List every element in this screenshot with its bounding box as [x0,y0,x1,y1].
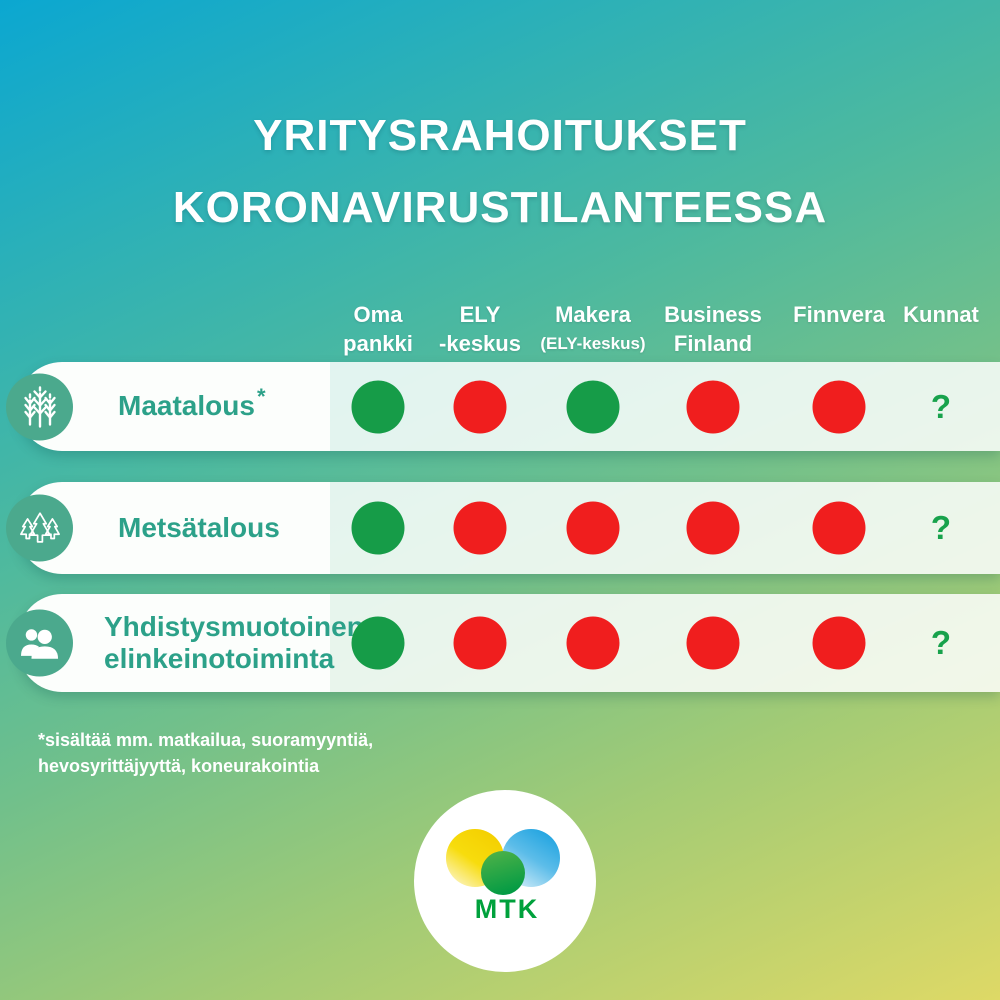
wheat-icon [20,385,60,429]
column-header-makera-line1: Makera [555,302,631,327]
mtk-logo-mark: MTK [414,790,596,972]
column-header-makera: Makera (ELY-keskus) [540,300,645,358]
page-title: YRITYSRAHOITUKSET KORONAVIRUSTILANTEESSA [0,100,1000,244]
column-header-oma-pankki-line1: Oma [353,302,403,327]
column-header-ely-keskus-line2: -keskus [439,331,521,356]
column-header-business-finland-line1: Business [664,302,762,327]
row-yhdistysmuotoinen-elinkeinotoiminta-label-line1: Yhdistysmuotoinen [104,611,364,643]
title-line-2: KORONAVIRUSTILANTEESSA [172,183,828,232]
logo-green-circle [481,851,525,895]
cell-yhdistysmuotoinen-elinkeinotoiminta-finnvera-red-dot [812,616,866,670]
footnote-line-1: *sisältää mm. matkailua, suoramyyntiä, [38,730,374,750]
column-header-finnvera-line1: Finnvera [793,302,885,327]
footnote-line-2: hevosyrittäjyyttä, koneurakointia [38,756,320,776]
footnote: *sisältää mm. matkailua, suoramyyntiä, h… [38,727,373,779]
cell-metsatalous-kunnat-unknown-mark: ? [930,509,952,546]
row-metsatalous-label-text: Metsätalous [118,512,280,543]
column-header-kunnat: Kunnat [903,300,979,329]
cell-metsatalous-finnvera-red-dot [812,501,866,555]
row-yhdistysmuotoinen-elinkeinotoiminta-label-text: Yhdistysmuotoinen [104,611,364,642]
column-header-ely-keskus-line1: ELY [459,302,501,327]
column-header-kunnat-line1: Kunnat [903,302,979,327]
cell-maatalous-makera-green-dot [566,380,620,433]
row-yhdistysmuotoinen-elinkeinotoiminta-label: Yhdistysmuotoinen elinkeinotoiminta [104,611,364,675]
row-maatalous-cells-section [330,362,1000,451]
column-header-oma-pankki-line2: pankki [343,331,413,356]
column-header-business-finland-line2: Finland [673,331,753,356]
row-metsatalous-cells-section [330,482,1000,574]
cell-yhdistysmuotoinen-elinkeinotoiminta-kunnat-unknown-mark: ? [930,624,952,661]
cell-yhdistysmuotoinen-elinkeinotoiminta-business-finland-red-dot [686,616,740,670]
row-yhdistysmuotoinen-elinkeinotoiminta-icon-circle [6,609,73,677]
column-header-business-finland: Business Finland [664,300,762,358]
cell-metsatalous-makera-red-dot [566,501,620,555]
cell-maatalous-business-finland-red-dot [686,380,740,433]
people-icon [19,624,61,662]
cell-yhdistysmuotoinen-elinkeinotoiminta-makera-red-dot [566,616,620,670]
column-header-finnvera: Finnvera [793,300,885,329]
mtk-logo: MTK [414,790,596,972]
cell-maatalous-ely-keskus-red-dot [453,380,507,433]
row-yhdistysmuotoinen-elinkeinotoiminta-cells-section [330,594,1000,692]
row-maatalous-label-text: Maatalous [118,389,255,421]
row-metsatalous-icon-circle [6,494,73,562]
column-header-ely-keskus: ELY -keskus [439,300,521,358]
cell-metsatalous-business-finland-red-dot [686,501,740,555]
row-maatalous-label-line1: Maatalous* [118,384,266,424]
row-maatalous-footnote-marker: * [256,383,266,409]
trees-icon [19,507,61,549]
row-metsatalous-label: Metsätalous [118,512,280,544]
cell-maatalous-oma-pankki-green-dot [351,380,405,433]
column-headers: Oma pankki ELY -keskus Makera (ELY-keskus) Bus… [0,300,1000,362]
cell-yhdistysmuotoinen-elinkeinotoiminta-oma-pankki-green-dot [351,616,405,670]
cell-maatalous-kunnat-unknown-mark: ? [930,387,952,425]
column-header-oma-pankki: Oma pankki [343,300,413,358]
row-metsatalous-label-line1: Metsätalous [118,512,280,544]
row-maatalous: Maatalous*? [6,362,1000,451]
row-maatalous-icon-circle [6,373,73,440]
row-yhdistysmuotoinen-elinkeinotoiminta-label-line2: elinkeinotoiminta [104,643,335,674]
cell-metsatalous-oma-pankki-green-dot [351,501,405,555]
cell-metsatalous-ely-keskus-red-dot [453,501,507,555]
mtk-logo-text: MTK [475,894,539,924]
column-header-makera-line2: (ELY-keskus) [540,334,646,353]
row-yhdistysmuotoinen-elinkeinotoiminta: Yhdistysmuotoinen elinkeinotoiminta? [6,594,1000,692]
title-line-1: YRITYSRAHOITUKSET [253,111,747,160]
row-metsatalous: Metsätalous? [6,482,1000,574]
cell-maatalous-finnvera-red-dot [812,380,866,433]
cell-yhdistysmuotoinen-elinkeinotoiminta-ely-keskus-red-dot [453,616,507,670]
row-maatalous-label: Maatalous* [118,384,266,424]
